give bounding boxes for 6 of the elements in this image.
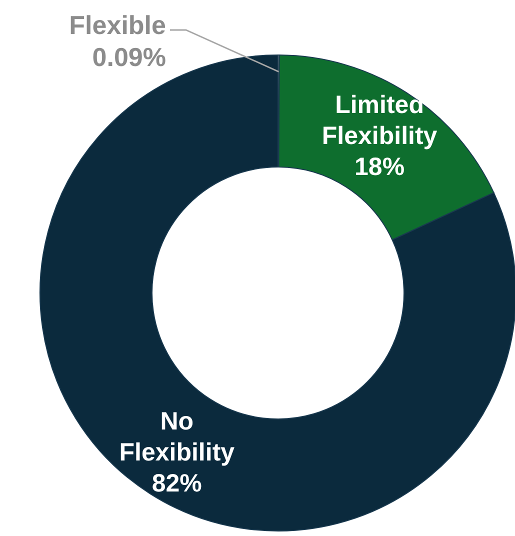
- data-label: 82%: [152, 470, 202, 498]
- data-label: 0.09%: [92, 42, 166, 72]
- slice-label: Limited Flexibility: [322, 90, 438, 150]
- data-label: 18%: [354, 152, 405, 181]
- slice-label: Flexible: [69, 10, 166, 40]
- slice-label: No Flexibility: [119, 408, 235, 466]
